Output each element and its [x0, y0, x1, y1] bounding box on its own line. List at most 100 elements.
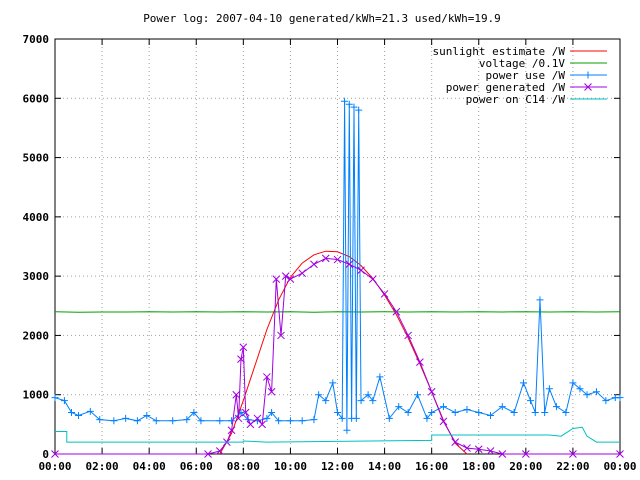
legend-label: power on C14 /W: [466, 93, 566, 106]
data-point: [133, 417, 141, 425]
data-point: [268, 409, 276, 416]
data-point: [51, 394, 59, 402]
y-tick-label: 7000: [23, 33, 50, 46]
data-point: [498, 450, 507, 458]
data-point: [395, 403, 403, 411]
series-layer: [51, 97, 624, 458]
x-tick-label: 10:00: [274, 460, 307, 473]
data-point: [253, 414, 262, 423]
data-point: [487, 411, 495, 419]
data-point: [427, 387, 436, 396]
data-point: [281, 272, 290, 280]
legend-item-power-use-w: power use /W: [486, 69, 607, 82]
data-point: [246, 420, 255, 429]
data-point: [341, 97, 349, 105]
y-tick-label: 1000: [23, 389, 50, 402]
y-tick-label: 5000: [23, 152, 50, 165]
y-axis: 0 1000 2000 3000 4000 5000 6000 7000: [23, 33, 620, 461]
x-tick-label: 12:00: [321, 460, 354, 473]
x-tick-label: 08:00: [227, 460, 260, 473]
legend-label: voltage /0.1V: [479, 57, 565, 70]
data-point: [267, 387, 276, 396]
x-tick-label: 00:00: [38, 460, 71, 473]
data-point: [357, 266, 365, 275]
data-point: [439, 403, 447, 411]
data-point: [569, 379, 577, 387]
data-point: [286, 275, 295, 283]
data-point: [364, 391, 372, 399]
data-point: [321, 254, 330, 263]
legend-label: sunlight estimate /W: [433, 45, 566, 58]
legend-item-power-on-c14-w: power on C14 /W: [466, 93, 607, 106]
data-point: [298, 269, 307, 278]
data-point: [414, 391, 422, 399]
legend-label: power use /W: [486, 69, 566, 82]
data-point: [369, 397, 377, 405]
y-tick-label: 0: [42, 448, 49, 461]
series-line: [55, 426, 620, 443]
data-point: [451, 409, 459, 416]
data-point: [96, 416, 104, 424]
data-point: [263, 414, 271, 422]
data-point: [338, 414, 346, 422]
legend-marker: [584, 71, 592, 79]
data-point: [329, 379, 337, 387]
data-point: [416, 358, 424, 366]
chart-title: Power log: 2007-04-10 generated/kWh=21.3…: [143, 12, 501, 25]
data-point: [404, 409, 412, 416]
data-point: [216, 417, 224, 425]
data-point: [345, 100, 353, 108]
data-point: [404, 331, 412, 340]
data-point: [263, 373, 271, 381]
data-point: [277, 331, 285, 340]
data-point: [343, 426, 351, 434]
data-point: [486, 447, 495, 455]
data-point: [357, 397, 365, 405]
data-point: [428, 409, 436, 416]
data-point: [345, 260, 354, 269]
data-point: [583, 391, 591, 399]
data-point: [322, 397, 330, 405]
data-point: [67, 409, 75, 416]
data-point: [463, 406, 471, 414]
y-tick-label: 6000: [23, 92, 50, 105]
data-point: [334, 409, 341, 416]
series-power-generated-w: [51, 254, 624, 458]
data-point: [552, 403, 560, 411]
x-tick-label: 16:00: [415, 460, 448, 473]
legend-item-sunlight-estimate-w: sunlight estimate /W: [433, 45, 607, 58]
data-point: [204, 450, 212, 458]
x-tick-label: 20:00: [509, 460, 542, 473]
y-tick-label: 4000: [23, 211, 50, 224]
x-tick-label: 22:00: [556, 460, 589, 473]
x-tick-label: 14:00: [368, 460, 401, 473]
data-point: [143, 411, 151, 419]
data-point: [298, 417, 306, 425]
series-voltage-0-1v: [54, 311, 621, 313]
legend-marker: [584, 83, 592, 91]
data-point: [215, 447, 224, 455]
data-point: [368, 275, 377, 283]
data-point: [232, 390, 241, 399]
x-tick-label: 02:00: [86, 460, 119, 473]
data-point: [122, 414, 130, 422]
data-point: [169, 417, 177, 425]
x-axis: 00:00 02:00 04:00 06:00 08:00 10:00 12:00 14:00…: [38, 39, 637, 473]
data-point: [423, 414, 431, 422]
y-tick-label: 3000: [23, 270, 50, 283]
data-point: [110, 417, 118, 425]
data-point: [392, 307, 401, 316]
data-point: [498, 403, 506, 411]
data-point: [75, 411, 83, 419]
data-point: [475, 409, 483, 416]
data-point: [474, 445, 483, 454]
data-point: [536, 296, 544, 304]
data-point: [380, 290, 389, 298]
data-point: [258, 420, 267, 429]
data-point: [616, 394, 624, 402]
data-point: [272, 275, 281, 283]
data-point: [183, 416, 191, 424]
series-line: [55, 257, 620, 455]
data-point: [510, 409, 518, 416]
